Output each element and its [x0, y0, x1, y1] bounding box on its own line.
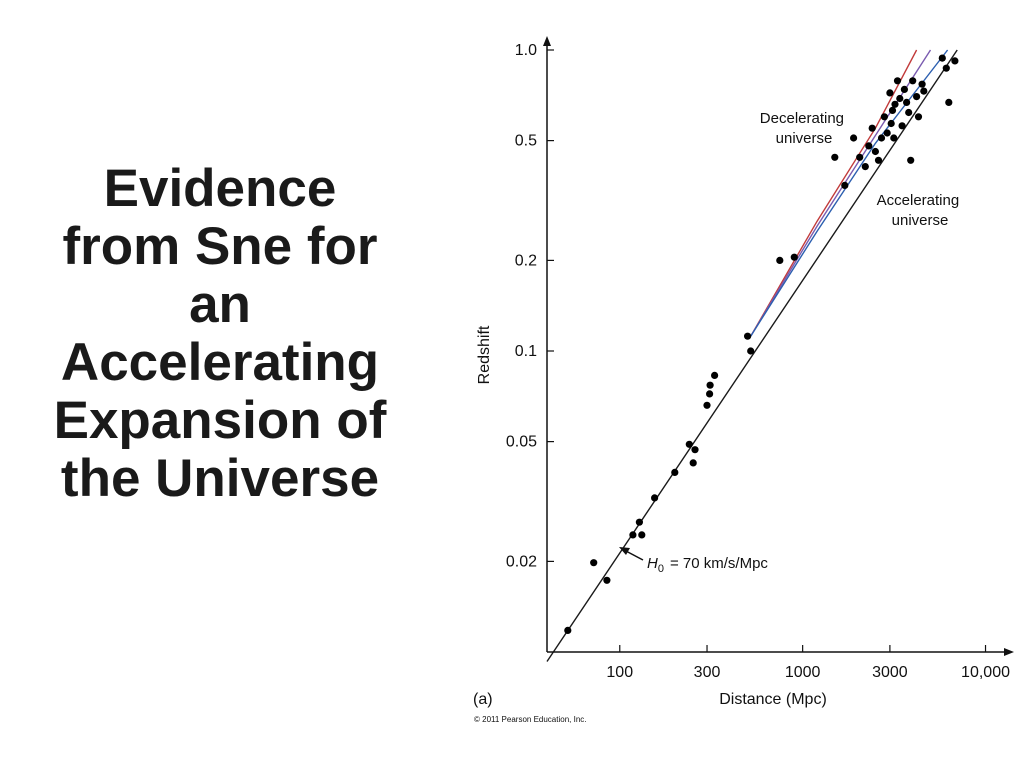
data-point [887, 119, 895, 128]
title-line: Evidence [103, 159, 337, 218]
decelerating-label-line: universe [776, 130, 833, 147]
data-point [896, 94, 904, 103]
data-point [711, 371, 719, 379]
y-tick-label: 0.02 [506, 553, 537, 570]
data-point [914, 113, 923, 121]
data-point [603, 576, 611, 584]
data-point [651, 494, 659, 502]
data-point [909, 77, 917, 85]
data-point [945, 98, 953, 106]
data-point [861, 163, 869, 171]
y-tick-label: 0.2 [515, 252, 537, 269]
axes-layer: 100 300 1000 3000 10,000 0.02 0.05 0.1 0.2 0.5 1.0 [506, 36, 1014, 681]
curve-intermediate [750, 49, 932, 337]
data-point [874, 156, 883, 164]
accelerating-label: Accelerating universe [877, 192, 964, 229]
decelerating-label-line: Decelerating [760, 110, 844, 127]
data-point [564, 626, 572, 635]
data-point [776, 256, 784, 264]
data-point [703, 401, 711, 409]
data-point [900, 85, 909, 93]
y-axis-arrow [543, 36, 551, 46]
data-point [871, 147, 880, 156]
y-tick-label: 0.05 [506, 434, 537, 451]
y-tick-label: 0.1 [515, 343, 537, 360]
data-point [877, 134, 886, 142]
decelerating-label: Decelerating universe [760, 110, 848, 147]
accelerating-label-line: universe [892, 212, 949, 229]
accelerating-label-line: Accelerating [877, 192, 960, 209]
data-point [951, 57, 959, 65]
data-point [635, 518, 644, 526]
x-tick-label: 10,000 [961, 664, 1010, 681]
title-line: the Universe [60, 449, 380, 508]
data-point [883, 129, 891, 137]
data-point [913, 93, 921, 101]
x-tick-label: 300 [694, 664, 721, 681]
data-point [856, 153, 864, 161]
data-point [638, 531, 646, 539]
data-point [886, 89, 894, 97]
data-point [898, 122, 906, 130]
hubble-subscript: 0 [658, 563, 664, 575]
x-tick-label: 3000 [872, 664, 908, 681]
data-point [590, 559, 598, 567]
title-line: from Sne for [62, 217, 378, 276]
data-point [671, 468, 679, 476]
hubble-equation: = 70 km/s/Mpc [670, 555, 768, 572]
title-line: Expansion of [53, 391, 387, 450]
data-point [891, 100, 899, 108]
points-layer [564, 54, 959, 635]
data-point [907, 156, 915, 164]
slide-title: Evidence from Sne for an Accelerating Ex… [10, 160, 430, 508]
y-axis-title: Redshift [476, 325, 493, 384]
data-point [905, 108, 913, 117]
data-point [850, 134, 858, 142]
data-point [903, 98, 911, 106]
data-point [691, 446, 699, 454]
x-tick-label: 100 [606, 664, 633, 681]
data-point [744, 332, 752, 340]
data-point [938, 54, 946, 62]
curve-decelerating [750, 49, 918, 337]
data-point [706, 381, 714, 389]
title-line: Accelerating [60, 333, 380, 392]
x-tick-label: 1000 [785, 664, 821, 681]
data-point [685, 440, 693, 448]
data-point [893, 77, 902, 85]
data-point [629, 531, 637, 539]
x-axis-title: Distance (Mpc) [719, 691, 827, 708]
data-point [920, 87, 928, 95]
data-point [831, 153, 839, 161]
y-tick-label: 0.5 [515, 133, 537, 150]
data-point [868, 124, 876, 132]
hubble-symbol: H [647, 555, 658, 572]
data-point [942, 64, 950, 72]
curve-hubble-law [546, 49, 958, 662]
title-line: an [189, 275, 251, 334]
x-axis-arrow [1004, 648, 1014, 656]
data-point [790, 253, 798, 261]
data-point [747, 347, 755, 355]
hubble-annotation: H0 = 70 km/s/Mpc [647, 555, 768, 575]
data-point [706, 390, 714, 398]
copyright-credit: © 2011 Pearson Education, Inc. [474, 715, 586, 724]
panel-label: (a) [473, 691, 493, 708]
data-point [918, 80, 926, 88]
data-point [890, 134, 898, 142]
data-point [841, 181, 849, 189]
data-point [689, 459, 697, 467]
data-point [888, 106, 897, 114]
data-point [880, 113, 889, 121]
data-point [865, 142, 873, 150]
hubble-annotation-arrow-head [619, 547, 630, 555]
y-tick-label: 1.0 [515, 42, 537, 59]
